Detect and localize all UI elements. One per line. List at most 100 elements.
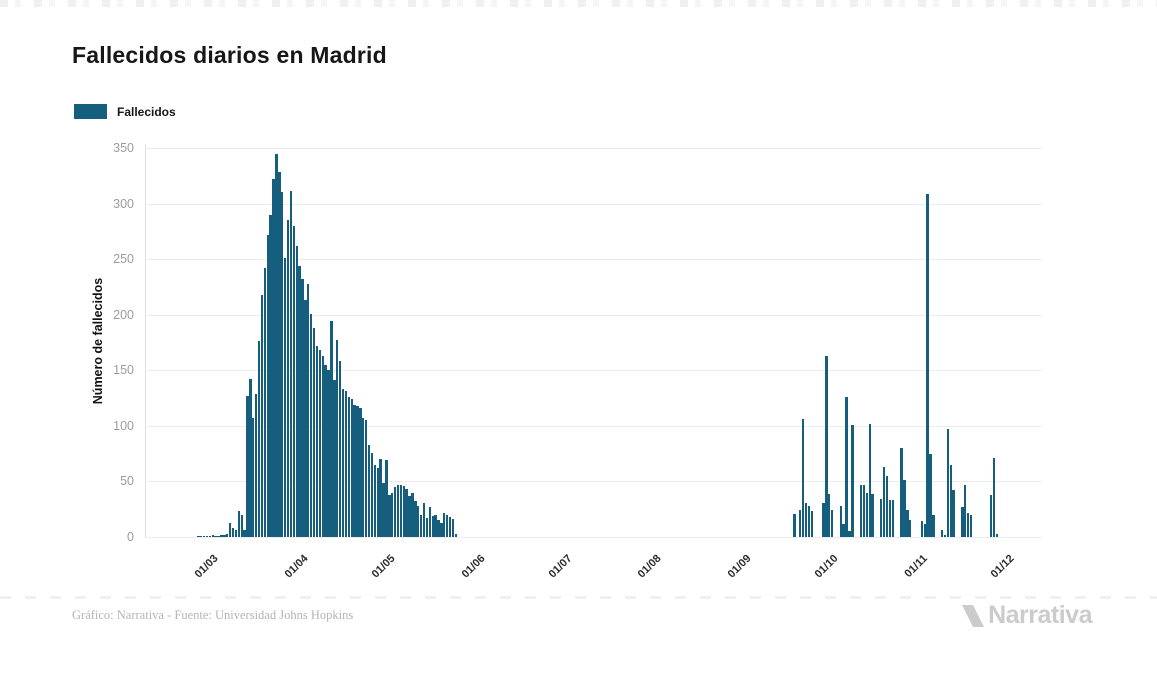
bar[interactable] (338, 361, 342, 537)
bar[interactable] (992, 458, 996, 537)
bar[interactable] (880, 499, 883, 537)
bar[interactable] (906, 510, 909, 537)
bar[interactable] (422, 502, 426, 537)
bar[interactable] (396, 484, 400, 537)
bar[interactable] (324, 364, 327, 537)
bar[interactable] (964, 484, 967, 537)
bar[interactable] (269, 214, 272, 537)
bar[interactable] (842, 523, 845, 537)
bar[interactable] (318, 350, 322, 537)
narrativa-logo[interactable]: Narrativa (960, 601, 1092, 630)
bar[interactable] (327, 370, 330, 537)
bar[interactable] (315, 345, 319, 537)
bar[interactable] (885, 475, 889, 537)
bar[interactable] (382, 482, 385, 537)
bar[interactable] (891, 500, 895, 537)
bar[interactable] (920, 521, 923, 537)
bar[interactable] (321, 355, 324, 537)
bar[interactable] (431, 515, 434, 537)
bar[interactable] (839, 505, 842, 537)
bar[interactable] (425, 518, 429, 537)
bar[interactable] (304, 300, 307, 537)
bar[interactable] (932, 514, 935, 537)
bar[interactable] (309, 313, 313, 537)
bar[interactable] (295, 245, 298, 537)
bar[interactable] (252, 418, 255, 537)
bar[interactable] (830, 510, 834, 537)
bar[interactable] (347, 396, 350, 537)
bar[interactable] (946, 429, 950, 537)
bar[interactable] (330, 321, 333, 537)
bar[interactable] (370, 452, 374, 537)
bar[interactable] (359, 408, 362, 537)
bar[interactable] (446, 514, 449, 537)
bar[interactable] (223, 534, 226, 537)
bar[interactable] (298, 265, 301, 537)
bar[interactable] (926, 193, 929, 537)
bar[interactable] (969, 514, 973, 537)
bar[interactable] (434, 514, 437, 537)
bar[interactable] (231, 528, 235, 537)
bar[interactable] (801, 419, 805, 537)
bar[interactable] (254, 393, 258, 537)
bar[interactable] (451, 519, 455, 537)
bar[interactable] (226, 533, 229, 537)
bar[interactable] (220, 534, 223, 537)
bar[interactable] (266, 234, 269, 537)
bar[interactable] (205, 535, 209, 537)
bar[interactable] (364, 420, 368, 537)
bar[interactable] (385, 460, 388, 537)
bar[interactable] (312, 328, 316, 537)
bar[interactable] (868, 423, 871, 537)
bar[interactable] (943, 534, 947, 537)
bar[interactable] (249, 379, 252, 537)
bar[interactable] (350, 399, 353, 537)
bar[interactable] (807, 505, 811, 537)
bar[interactable] (414, 501, 417, 537)
bar[interactable] (402, 485, 405, 537)
bar[interactable] (275, 153, 278, 537)
bar[interactable] (391, 492, 394, 537)
bar[interactable] (257, 341, 261, 537)
bar[interactable] (278, 172, 281, 537)
bar[interactable] (367, 444, 371, 537)
bar[interactable] (888, 500, 892, 537)
bar[interactable] (862, 484, 866, 537)
bar[interactable] (929, 453, 932, 537)
bar[interactable] (208, 535, 212, 537)
bar[interactable] (454, 533, 458, 537)
bar[interactable] (240, 514, 243, 537)
bar[interactable] (909, 520, 912, 537)
bar[interactable] (825, 355, 828, 537)
bar[interactable] (428, 507, 432, 537)
bar[interactable] (202, 535, 206, 537)
bar[interactable] (871, 493, 874, 537)
bar[interactable] (217, 535, 220, 537)
bar[interactable] (399, 484, 403, 537)
bar[interactable] (197, 535, 200, 537)
bar[interactable] (882, 466, 886, 537)
bar[interactable] (356, 405, 359, 537)
bar[interactable] (283, 258, 287, 537)
bar[interactable] (851, 424, 854, 537)
bar[interactable] (341, 389, 345, 537)
bar[interactable] (237, 511, 241, 537)
bar[interactable] (952, 490, 955, 537)
bar[interactable] (810, 511, 814, 537)
bar[interactable] (301, 279, 304, 537)
bar[interactable] (353, 404, 356, 537)
bar[interactable] (307, 283, 310, 537)
bar[interactable] (417, 505, 420, 537)
bar[interactable] (793, 513, 796, 537)
bar[interactable] (292, 225, 295, 537)
bar[interactable] (228, 522, 232, 537)
bar[interactable] (966, 512, 970, 537)
bar[interactable] (376, 468, 379, 537)
bar[interactable] (828, 493, 831, 537)
bar[interactable] (961, 507, 964, 537)
bar[interactable] (263, 268, 267, 537)
bar[interactable] (336, 340, 339, 537)
bar[interactable] (246, 395, 249, 537)
bar[interactable] (437, 520, 440, 537)
bar[interactable] (448, 517, 452, 537)
